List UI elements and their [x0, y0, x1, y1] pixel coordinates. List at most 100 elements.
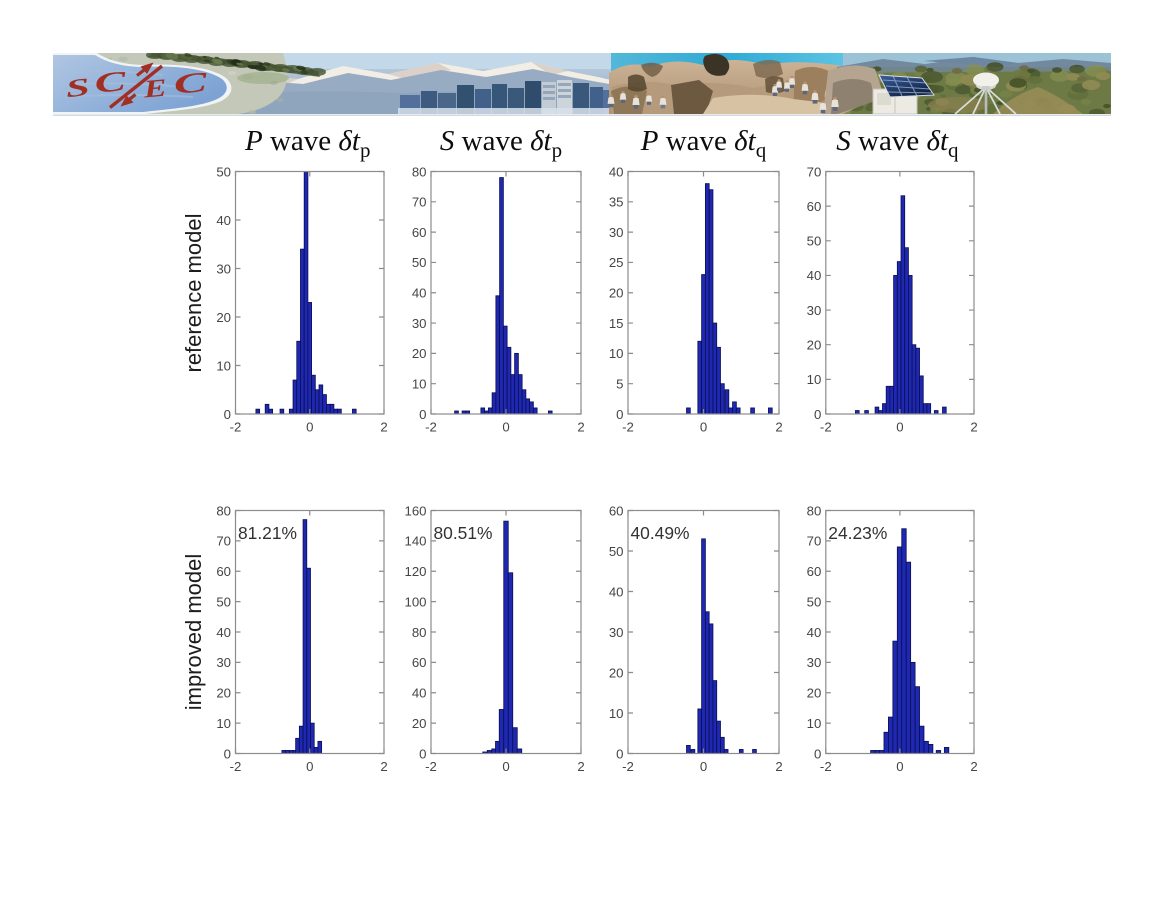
svg-text:60: 60	[807, 199, 822, 214]
svg-text:20: 20	[412, 346, 427, 361]
svg-text:40: 40	[609, 584, 624, 599]
svg-text:50: 50	[807, 594, 822, 609]
svg-text:-2: -2	[230, 759, 242, 774]
svg-text:0: 0	[616, 407, 623, 422]
svg-text:-2: -2	[622, 759, 634, 774]
svg-text:50: 50	[609, 544, 624, 559]
svg-text:80: 80	[412, 164, 427, 179]
svg-text:0: 0	[502, 759, 509, 774]
svg-text:10: 10	[807, 716, 822, 731]
svg-text:-2: -2	[230, 420, 242, 435]
svg-text:0: 0	[306, 759, 313, 774]
svg-text:20: 20	[412, 716, 427, 731]
svg-text:improved model: improved model	[181, 554, 206, 711]
svg-text:-2: -2	[820, 759, 832, 774]
svg-text:60: 60	[412, 655, 427, 670]
svg-text:S: S	[64, 74, 91, 104]
svg-text:0: 0	[224, 746, 231, 761]
svg-text:70: 70	[216, 534, 231, 549]
svg-text:0: 0	[896, 759, 903, 774]
svg-text:-2: -2	[820, 420, 832, 435]
svg-text:30: 30	[807, 655, 822, 670]
svg-text:2: 2	[970, 420, 977, 435]
svg-text:0: 0	[419, 407, 426, 422]
svg-text:30: 30	[609, 625, 624, 640]
svg-text:S wave δtq: S wave δtq	[836, 125, 959, 162]
svg-text:30: 30	[807, 303, 822, 318]
svg-text:40: 40	[807, 268, 822, 283]
svg-text:70: 70	[807, 164, 822, 179]
svg-text:25: 25	[609, 255, 624, 270]
svg-text:20: 20	[609, 665, 624, 680]
svg-text:30: 30	[609, 225, 624, 240]
svg-text:15: 15	[609, 316, 624, 331]
svg-text:2: 2	[775, 420, 782, 435]
svg-text:20: 20	[807, 338, 822, 353]
svg-text:10: 10	[807, 372, 822, 387]
svg-text:2: 2	[380, 759, 387, 774]
svg-text:-2: -2	[622, 420, 634, 435]
svg-text:0: 0	[700, 759, 707, 774]
svg-text:20: 20	[216, 686, 231, 701]
svg-text:2: 2	[577, 759, 584, 774]
svg-text:10: 10	[412, 376, 427, 391]
svg-text:35: 35	[609, 195, 624, 210]
svg-text:-2: -2	[425, 420, 437, 435]
svg-text:40: 40	[412, 286, 427, 301]
svg-text:20: 20	[609, 286, 624, 301]
svg-text:50: 50	[216, 164, 231, 179]
svg-text:0: 0	[700, 420, 707, 435]
svg-text:50: 50	[216, 594, 231, 609]
svg-text:60: 60	[412, 225, 427, 240]
svg-text:10: 10	[216, 358, 231, 373]
svg-text:0: 0	[814, 746, 821, 761]
svg-text:24.23%: 24.23%	[828, 523, 887, 543]
svg-text:C: C	[173, 67, 209, 101]
svg-text:50: 50	[807, 234, 822, 249]
svg-text:80.51%: 80.51%	[434, 523, 493, 543]
svg-text:10: 10	[609, 346, 624, 361]
svg-text:60: 60	[609, 503, 624, 518]
svg-text:P wave δtq: P wave δtq	[640, 125, 767, 162]
svg-text:20: 20	[807, 686, 822, 701]
svg-text:80: 80	[216, 503, 231, 518]
svg-text:120: 120	[404, 564, 426, 579]
svg-text:C: C	[93, 66, 127, 100]
svg-text:70: 70	[807, 534, 822, 549]
svg-text:30: 30	[216, 261, 231, 276]
svg-text:80: 80	[412, 625, 427, 640]
svg-text:0: 0	[306, 420, 313, 435]
svg-text:0: 0	[896, 420, 903, 435]
svg-text:-2: -2	[425, 759, 437, 774]
svg-text:40.49%: 40.49%	[631, 523, 690, 543]
svg-text:0: 0	[419, 746, 426, 761]
svg-text:40: 40	[412, 686, 427, 701]
svg-text:70: 70	[412, 195, 427, 210]
svg-text:S wave δtp: S wave δtp	[440, 125, 562, 162]
svg-text:40: 40	[609, 164, 624, 179]
svg-text:40: 40	[807, 625, 822, 640]
svg-text:160: 160	[404, 503, 426, 518]
svg-text:81.21%: 81.21%	[238, 523, 297, 543]
svg-text:140: 140	[404, 534, 426, 549]
svg-text:50: 50	[412, 255, 427, 270]
svg-text:2: 2	[775, 759, 782, 774]
svg-text:0: 0	[502, 420, 509, 435]
svg-text:100: 100	[404, 594, 426, 609]
svg-text:30: 30	[412, 316, 427, 331]
svg-text:30: 30	[216, 655, 231, 670]
svg-text:10: 10	[216, 716, 231, 731]
svg-text:20: 20	[216, 310, 231, 325]
svg-text:P wave δtp: P wave δtp	[244, 125, 370, 162]
svg-text:2: 2	[577, 420, 584, 435]
svg-text:0: 0	[814, 407, 821, 422]
svg-text:2: 2	[380, 420, 387, 435]
svg-text:0: 0	[616, 746, 623, 761]
svg-text:2: 2	[970, 759, 977, 774]
svg-text:5: 5	[616, 376, 623, 391]
svg-text:10: 10	[609, 706, 624, 721]
svg-text:60: 60	[216, 564, 231, 579]
svg-text:0: 0	[224, 407, 231, 422]
svg-text:40: 40	[216, 213, 231, 228]
svg-text:40: 40	[216, 625, 231, 640]
